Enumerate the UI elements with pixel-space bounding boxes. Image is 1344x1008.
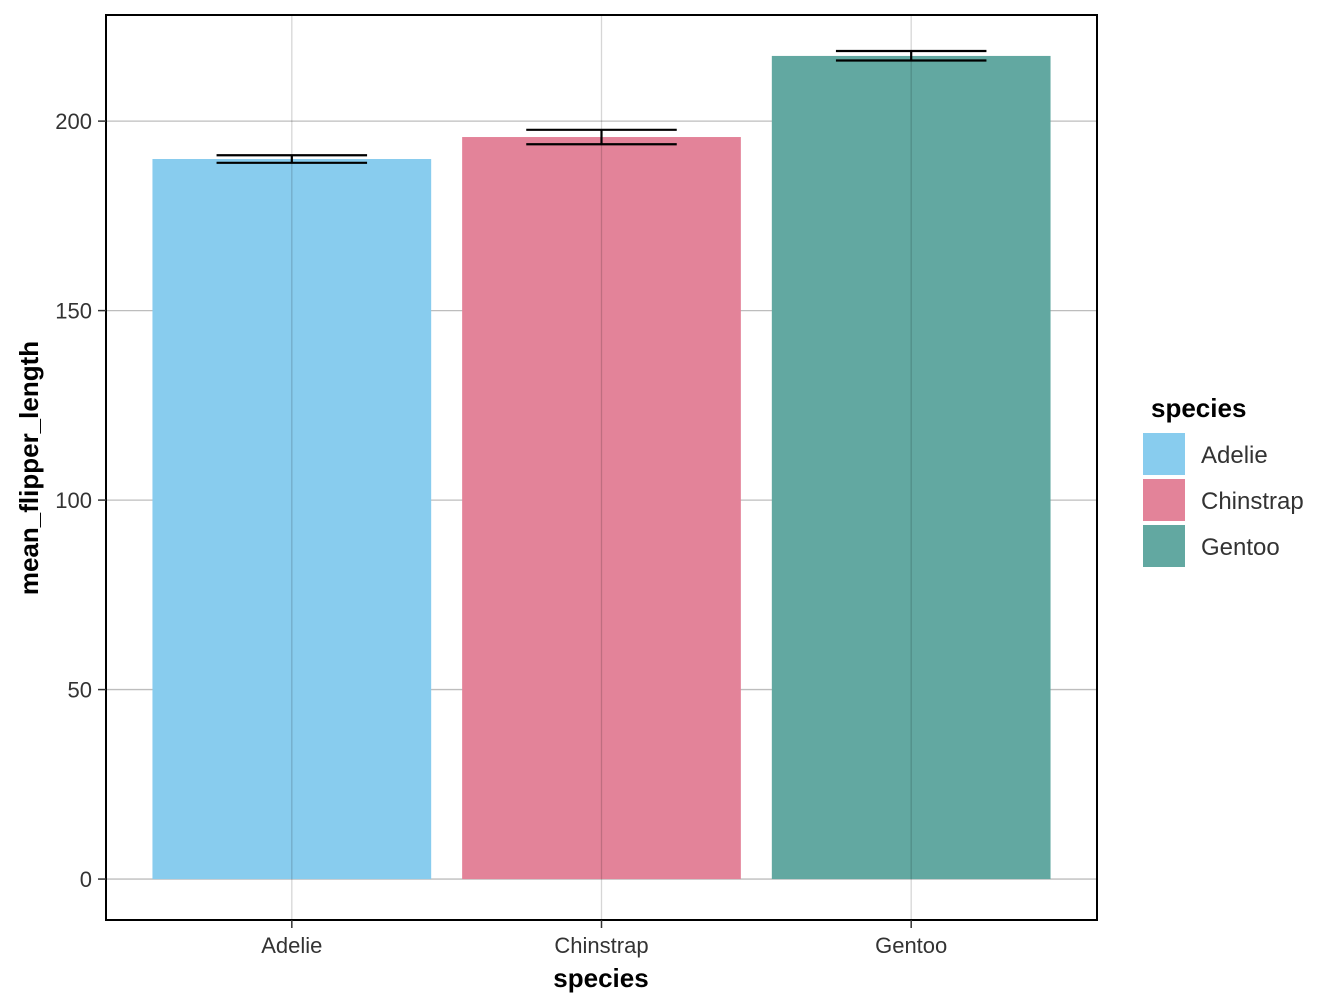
- legend: species Adelie Chinstrap Gentoo: [1143, 393, 1304, 567]
- legend-label-adelie: Adelie: [1201, 442, 1268, 469]
- legend-key-adelie: [1143, 433, 1185, 475]
- bars: [152, 55, 1051, 880]
- legend-title: species: [1151, 393, 1246, 423]
- error-bar-gentoo: [835, 49, 987, 62]
- legend-label-gentoo: Gentoo: [1201, 534, 1280, 561]
- error-bar-adelie: [216, 154, 368, 164]
- y-tick-label-150: 150: [55, 299, 92, 324]
- vertical-grid-overlay: [291, 15, 912, 920]
- error-bar-chinstrap: [526, 128, 677, 146]
- y-tick-label-0: 0: [80, 867, 92, 892]
- x-tick-label-chinstrap: Chinstrap: [554, 933, 648, 958]
- x-axis-title: species: [553, 963, 648, 993]
- error-bars: [216, 49, 987, 164]
- legend-key-gentoo: [1143, 525, 1185, 567]
- legend-label-chinstrap: Chinstrap: [1201, 488, 1304, 515]
- x-tick-label-gentoo: Gentoo: [875, 933, 947, 958]
- bar-chinstrap: [462, 137, 741, 880]
- y-tick-label-200: 200: [55, 109, 92, 134]
- legend-key-chinstrap: [1143, 479, 1185, 521]
- bar-gentoo: [771, 55, 1051, 880]
- y-tick-label-100: 100: [55, 488, 92, 513]
- y-tick-labels: 0 50 100 150 200: [55, 109, 92, 892]
- axes: [98, 14, 1098, 928]
- bar-adelie: [152, 159, 432, 880]
- y-axis-title: mean_flipper_length: [14, 341, 44, 595]
- y-tick-label-50: 50: [68, 678, 92, 703]
- x-tick-label-adelie: Adelie: [261, 933, 322, 958]
- x-tick-labels: Adelie Chinstrap Gentoo: [261, 933, 947, 958]
